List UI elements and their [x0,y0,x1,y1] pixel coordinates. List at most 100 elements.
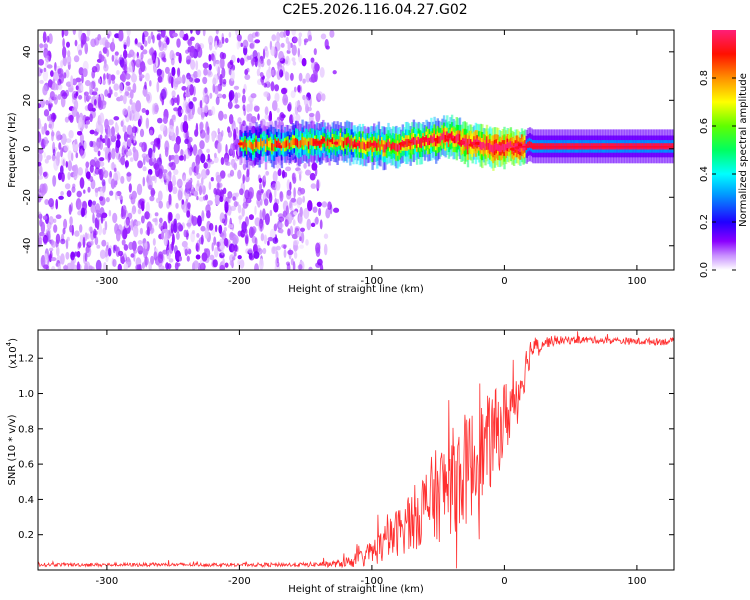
heatmap-noise-cell [204,228,209,240]
heatmap-noise-cell [229,114,234,125]
heatmap-noise-cell [103,58,107,65]
heatmap-noise-cell [122,141,128,149]
heatmap-noise-cell [87,240,93,246]
heatmap-noise-cell [168,124,174,137]
heatmap-noise-cell [127,93,131,98]
heatmap-noise-cell [214,247,219,258]
heatmap-noise-cell [60,157,67,167]
heatmap-track-cell [256,141,260,149]
heatmap-noise-cell [70,259,75,270]
heatmap-noise-cell [211,259,217,268]
heatmap-noise-cell [167,72,172,85]
heatmap-track-cell [250,142,253,150]
heatmap-track-cell [261,141,265,148]
heatmap-track-cell [376,142,379,151]
heatmap-noise-cell [160,88,167,100]
heatmap-noise-cell [62,46,67,59]
heatmap-noise-cell [114,124,119,133]
x-tick-label: -100 [361,276,384,287]
heatmap-noise-cell [222,78,227,85]
heatmap-noise-cell [302,195,306,203]
heatmap-noise-cell [60,238,66,245]
heatmap-noise-cell [104,89,109,97]
heatmap-noise-cell [215,171,220,179]
heatmap-noise-cell [141,262,146,270]
heatmap-noise-cell [283,211,286,219]
heatmap-noise-cell [274,92,280,103]
heatmap-noise-cell [62,145,68,153]
heatmap-noise-cell [85,120,91,125]
heatmap-noise-cell [97,34,102,41]
heatmap-noise-cell [120,120,124,127]
heatmap-noise-cell [215,30,219,35]
heatmap-noise-cell [192,144,198,156]
heatmap-noise-cell [291,44,297,56]
heatmap-track-cell [392,141,395,150]
heatmap-noise-cell [209,92,213,99]
heatmap-noise-cell [55,130,61,141]
heatmap-noise-cell [213,74,219,85]
heatmap-noise-cell [181,199,185,205]
heatmap-noise-cell [108,73,112,85]
heatmap-noise-cell [167,263,172,270]
heatmap-noise-cell [68,115,74,121]
heatmap-noise-cell [158,200,163,209]
heatmap-noise-cell [140,144,145,149]
snr-y-ticks: 0.2 0.4 0.6 0.8 1.0 1.2 [18,354,674,541]
heatmap-track-cell [419,139,422,148]
heatmap-noise-cell [187,202,191,210]
heatmap-track-cell [242,141,245,149]
heatmap-noise-cell [53,71,59,81]
heatmap-noise-cell [145,109,150,116]
heatmap-noise-cell [323,233,329,239]
heatmap-noise-cell [294,105,299,116]
heatmap-noise-cell [273,223,278,232]
heatmap-noise-cell [109,190,114,196]
heatmap-track-peak [355,142,362,147]
heatmap-noise-cell [227,173,232,178]
heatmap-noise-cell [264,106,269,116]
heatmap-noise-cell [196,180,200,187]
heatmap-noise-cell [116,134,121,140]
heatmap-noise-cell [182,121,189,133]
heatmap-noise-cell [86,95,92,100]
heatmap-track-cell [269,140,272,148]
heatmap-noise-cell [131,240,137,252]
heatmap-noise-cell [149,80,152,87]
heatmap-noise-cell [237,255,242,260]
heatmap-noise-cell [155,57,158,68]
heatmap-noise-cell [286,55,290,62]
heatmap-noise-cell [175,80,181,85]
heatmap-noise-cell [134,38,138,45]
heatmap-noise-cell [173,142,179,154]
heatmap-noise-cell [58,84,63,90]
heatmap-noise-cell [41,138,46,150]
heatmap-noise-cell [221,36,225,44]
heatmap-noise-cell [65,138,72,144]
heatmap-noise-cell [104,220,108,231]
heatmap-noise-cell [170,161,176,171]
heatmap-noise-cell [110,135,117,143]
heatmap-noise-cell [78,142,82,150]
heatmap-noise-cell [294,86,297,93]
heatmap-noise-cell [161,230,165,240]
heatmap-noise-cell [282,94,289,106]
heatmap-noise-cell [283,171,288,178]
colorbar-ticks: 0.0 0.2 0.4 0.6 0.8 [699,70,736,278]
heatmap-noise-cell [214,85,219,95]
heatmap-track-cell [439,136,443,143]
colorbar-label: Normalized spectral amplitude [738,73,749,227]
heatmap-track-cell [258,141,261,150]
heatmap-noise-cell [105,250,109,263]
heatmap-noise-cell [139,142,144,148]
heatmap-noise-cell [85,116,90,121]
heatmap-noise-cell [126,35,131,48]
heatmap-noise-cell [48,54,51,62]
heatmap-noise-cell [132,146,136,153]
heatmap-noise-cell [120,155,126,166]
heatmap-noise-cell [208,181,212,191]
heatmap-track-cell [283,141,287,149]
heatmap-noise-cell [234,104,240,109]
heatmap-noise-cell [38,47,44,53]
heatmap-noise-cell [299,244,304,249]
